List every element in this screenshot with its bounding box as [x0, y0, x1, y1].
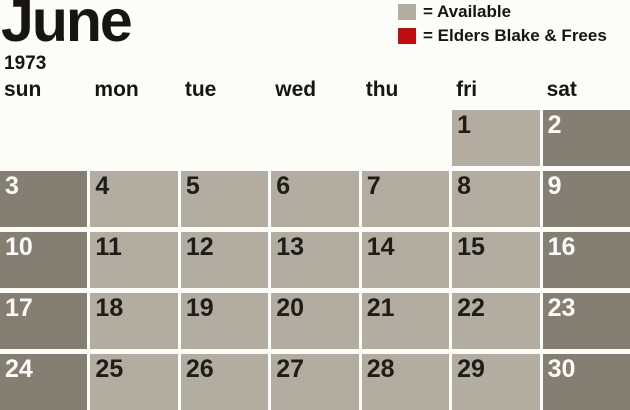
calendar-grid: 1 2 3 4 5 6 7 8 9 10 11 12 13 14 15 16 17 18 19 20 21 22 23 24 2… — [0, 110, 630, 410]
empty-cell — [362, 110, 449, 166]
day-cell-15[interactable]: 15 — [452, 232, 540, 288]
day-cell-5[interactable]: 5 — [180, 171, 269, 227]
day-cell-20[interactable]: 20 — [271, 293, 359, 349]
weekday-header-thu: thu — [365, 78, 399, 101]
day-cell-28[interactable]: 28 — [361, 354, 450, 410]
empty-cell — [90, 110, 177, 166]
weekday-header-wed: wed — [275, 78, 317, 101]
day-cell-2[interactable]: 2 — [542, 110, 630, 166]
day-cell-14[interactable]: 14 — [361, 232, 450, 288]
weekday-header-fri: fri — [456, 78, 478, 101]
day-cell-30[interactable]: 30 — [542, 354, 630, 410]
day-cell-27[interactable]: 27 — [271, 354, 359, 410]
month-title: June — [1, 0, 133, 54]
day-cell-9[interactable]: 9 — [542, 171, 630, 227]
day-cell-22[interactable]: 22 — [452, 293, 540, 349]
year-label: 1973 — [4, 53, 47, 74]
day-cell-26[interactable]: 26 — [180, 354, 269, 410]
legend-label-elders-blake-frees: = Elders Blake & Frees — [423, 26, 607, 45]
elders-swatch-icon — [398, 28, 416, 44]
weekday-header-sat: sat — [546, 78, 577, 101]
legend-item-elders-blake-frees: = Elders Blake & Frees — [398, 26, 630, 46]
empty-cell — [271, 110, 358, 166]
day-cell-18[interactable]: 18 — [90, 293, 178, 349]
day-cell-6[interactable]: 6 — [271, 171, 359, 227]
weekday-header-row: sun mon tue wed thu fri sat — [0, 78, 630, 102]
empty-cell — [0, 110, 87, 166]
day-cell-23[interactable]: 23 — [542, 293, 630, 349]
weekday-header-mon: mon — [94, 78, 139, 101]
day-cell-3[interactable]: 3 — [0, 171, 88, 227]
day-cell-24[interactable]: 24 — [0, 354, 88, 410]
day-cell-16[interactable]: 16 — [542, 232, 630, 288]
day-cell-4[interactable]: 4 — [90, 171, 178, 227]
day-cell-13[interactable]: 13 — [271, 232, 359, 288]
available-swatch-icon — [398, 4, 416, 20]
legend-item-available: = Available — [398, 2, 630, 22]
day-cell-7[interactable]: 7 — [361, 171, 450, 227]
empty-cell — [181, 110, 268, 166]
day-cell-10[interactable]: 10 — [0, 232, 88, 288]
day-cell-25[interactable]: 25 — [90, 354, 178, 410]
day-cell-8[interactable]: 8 — [452, 171, 540, 227]
day-cell-11[interactable]: 11 — [90, 232, 178, 288]
day-cell-21[interactable]: 21 — [361, 293, 450, 349]
weekday-header-tue: tue — [184, 78, 217, 101]
legend-label-available: = Available — [423, 2, 512, 21]
weekday-header-sun: sun — [4, 78, 42, 101]
day-cell-1[interactable]: 1 — [452, 110, 540, 166]
day-cell-12[interactable]: 12 — [180, 232, 269, 288]
day-cell-17[interactable]: 17 — [0, 293, 88, 349]
legend: = Available = Elders Blake & Frees — [398, 2, 630, 50]
day-cell-19[interactable]: 19 — [180, 293, 269, 349]
day-cell-29[interactable]: 29 — [452, 354, 540, 410]
